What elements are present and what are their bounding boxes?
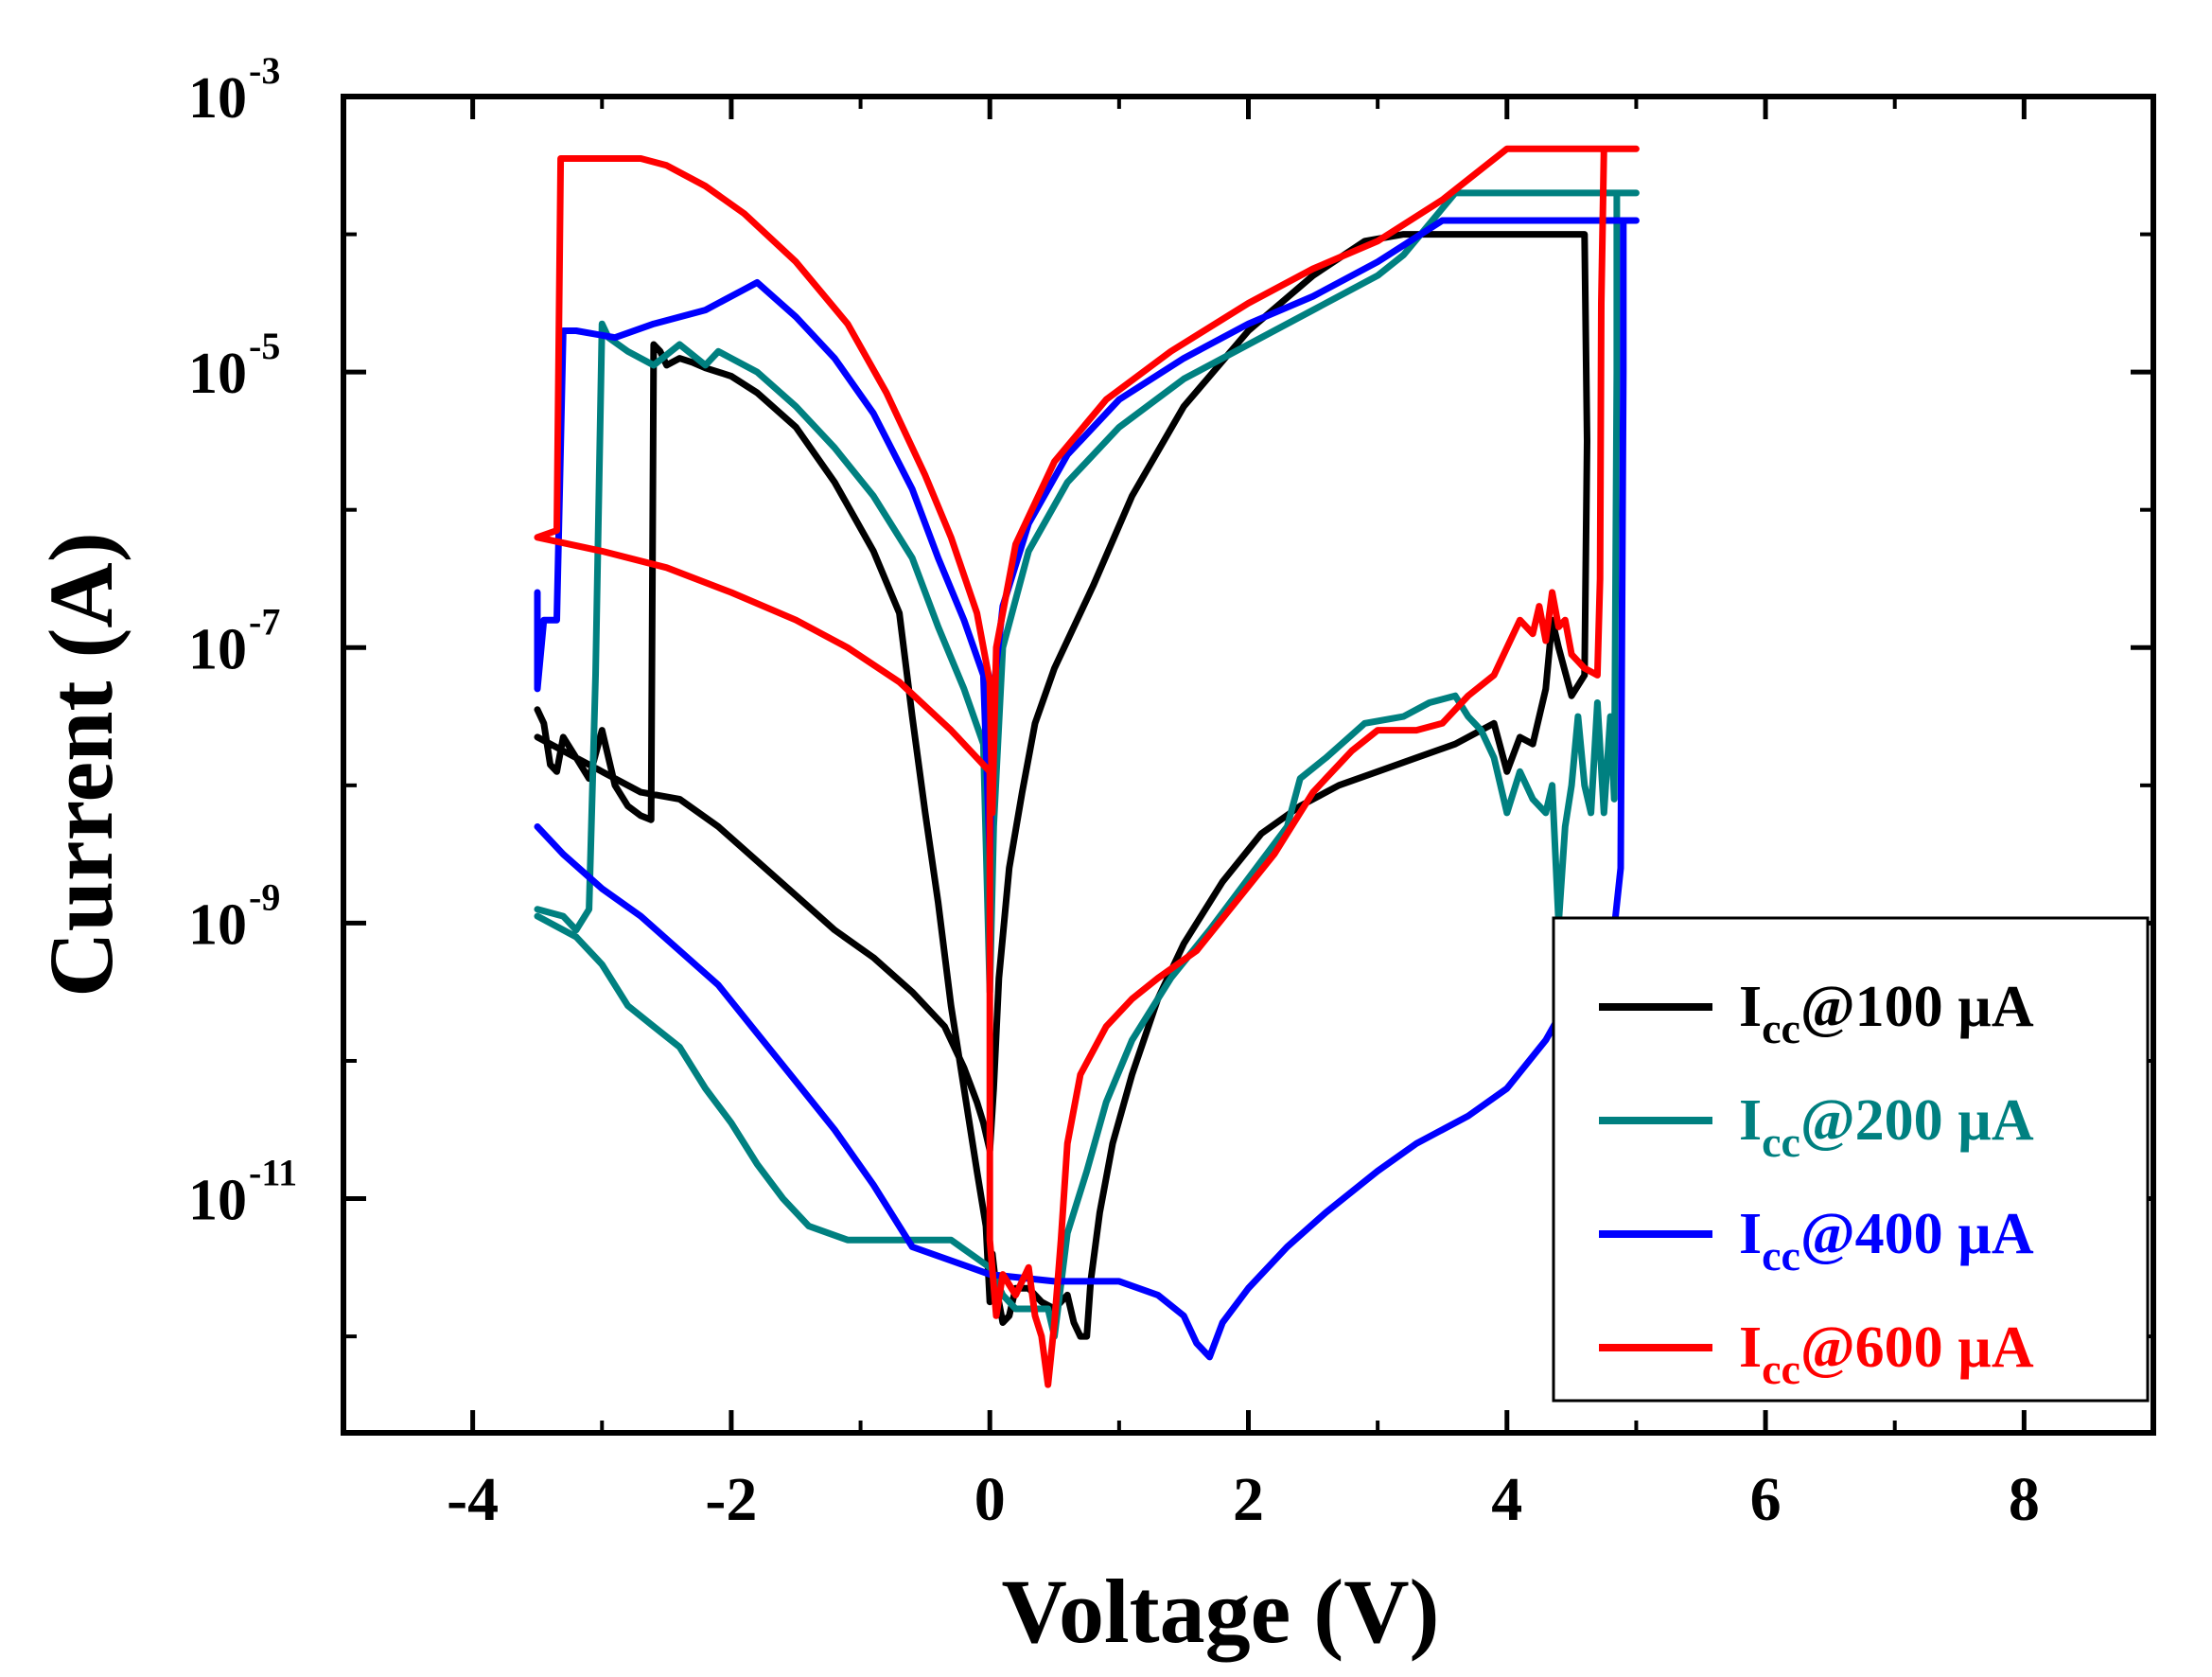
legend-label-main: I [1739, 975, 1762, 1039]
x-tick-label: -4 [447, 1465, 499, 1534]
legend-label: Icc@100 µA [1739, 975, 2034, 1052]
plot-frame [341, 94, 2156, 1436]
legend-label-sub: cc [1762, 1231, 1800, 1280]
legend-label: Icc@600 µA [1739, 1315, 2034, 1393]
x-tick-labels: -4 -2 0 2 4 6 8 [447, 1465, 2040, 1534]
y-tick-exponent: -9 [249, 875, 280, 918]
legend-label-sub: cc [1762, 1004, 1800, 1052]
legend-entry: Icc@200 µA [1599, 1088, 2034, 1166]
legend-label-sub: cc [1762, 1345, 1800, 1393]
legend-label-main: I [1739, 1202, 1762, 1266]
y-tick-base: 10 [188, 617, 247, 681]
y-tick-label: 10 -5 [188, 325, 280, 406]
y-tick-label: 10 -7 [188, 600, 280, 681]
series-line-4 [534, 145, 1640, 1388]
legend-entry: Icc@400 µA [1599, 1202, 2034, 1280]
y-tick-labels: 10-310-510-710-910-11 [188, 49, 297, 1233]
legend-label-rest: @600 µA [1800, 1315, 2034, 1380]
x-tick-label: 2 [1233, 1465, 1264, 1534]
x-axis-title: Voltage (V) [1001, 1561, 1439, 1662]
x-tick-label: 6 [1750, 1465, 1782, 1534]
y-tick-base: 10 [188, 1169, 247, 1233]
y-tick-label: 10 -11 [188, 1152, 297, 1233]
y-tick-base: 10 [188, 342, 247, 406]
legend-label-main: I [1739, 1315, 1762, 1380]
y-tick-base: 10 [188, 66, 247, 131]
legend-label-rest: @100 µA [1800, 975, 2034, 1039]
legend-label-sub: cc [1762, 1118, 1800, 1166]
legend-label-main: I [1739, 1088, 1762, 1153]
series-line-2 [534, 189, 1640, 1340]
legend-entry: Icc@100 µA [1599, 975, 2034, 1052]
legend-label: Icc@200 µA [1739, 1088, 2034, 1166]
series-group [534, 145, 1640, 1388]
y-tick-label: 10 -9 [188, 875, 280, 957]
y-axis-title: Current (A) [30, 532, 132, 997]
y-tick-label: 10 -3 [188, 49, 280, 131]
legend-label: Icc@400 µA [1739, 1202, 2034, 1280]
legend-label-rest: @200 µA [1800, 1088, 2034, 1153]
y-tick-exponent: -11 [249, 1152, 297, 1194]
x-tick-label: 8 [2009, 1465, 2040, 1534]
x-tick-label: -2 [705, 1465, 757, 1534]
y-tick-exponent: -7 [249, 600, 280, 643]
y-tick-exponent: -5 [249, 325, 280, 367]
x-tick-label: 0 [974, 1465, 1006, 1534]
legend-box [1552, 916, 2150, 1403]
legend-entry: Icc@600 µA [1599, 1315, 2034, 1393]
y-tick-base: 10 [188, 892, 247, 957]
y-tick-exponent: -3 [249, 49, 280, 92]
legend-label-rest: @400 µA [1800, 1202, 2034, 1266]
x-tick-label: 4 [1491, 1465, 1522, 1534]
series-line-3 [534, 217, 1640, 1361]
